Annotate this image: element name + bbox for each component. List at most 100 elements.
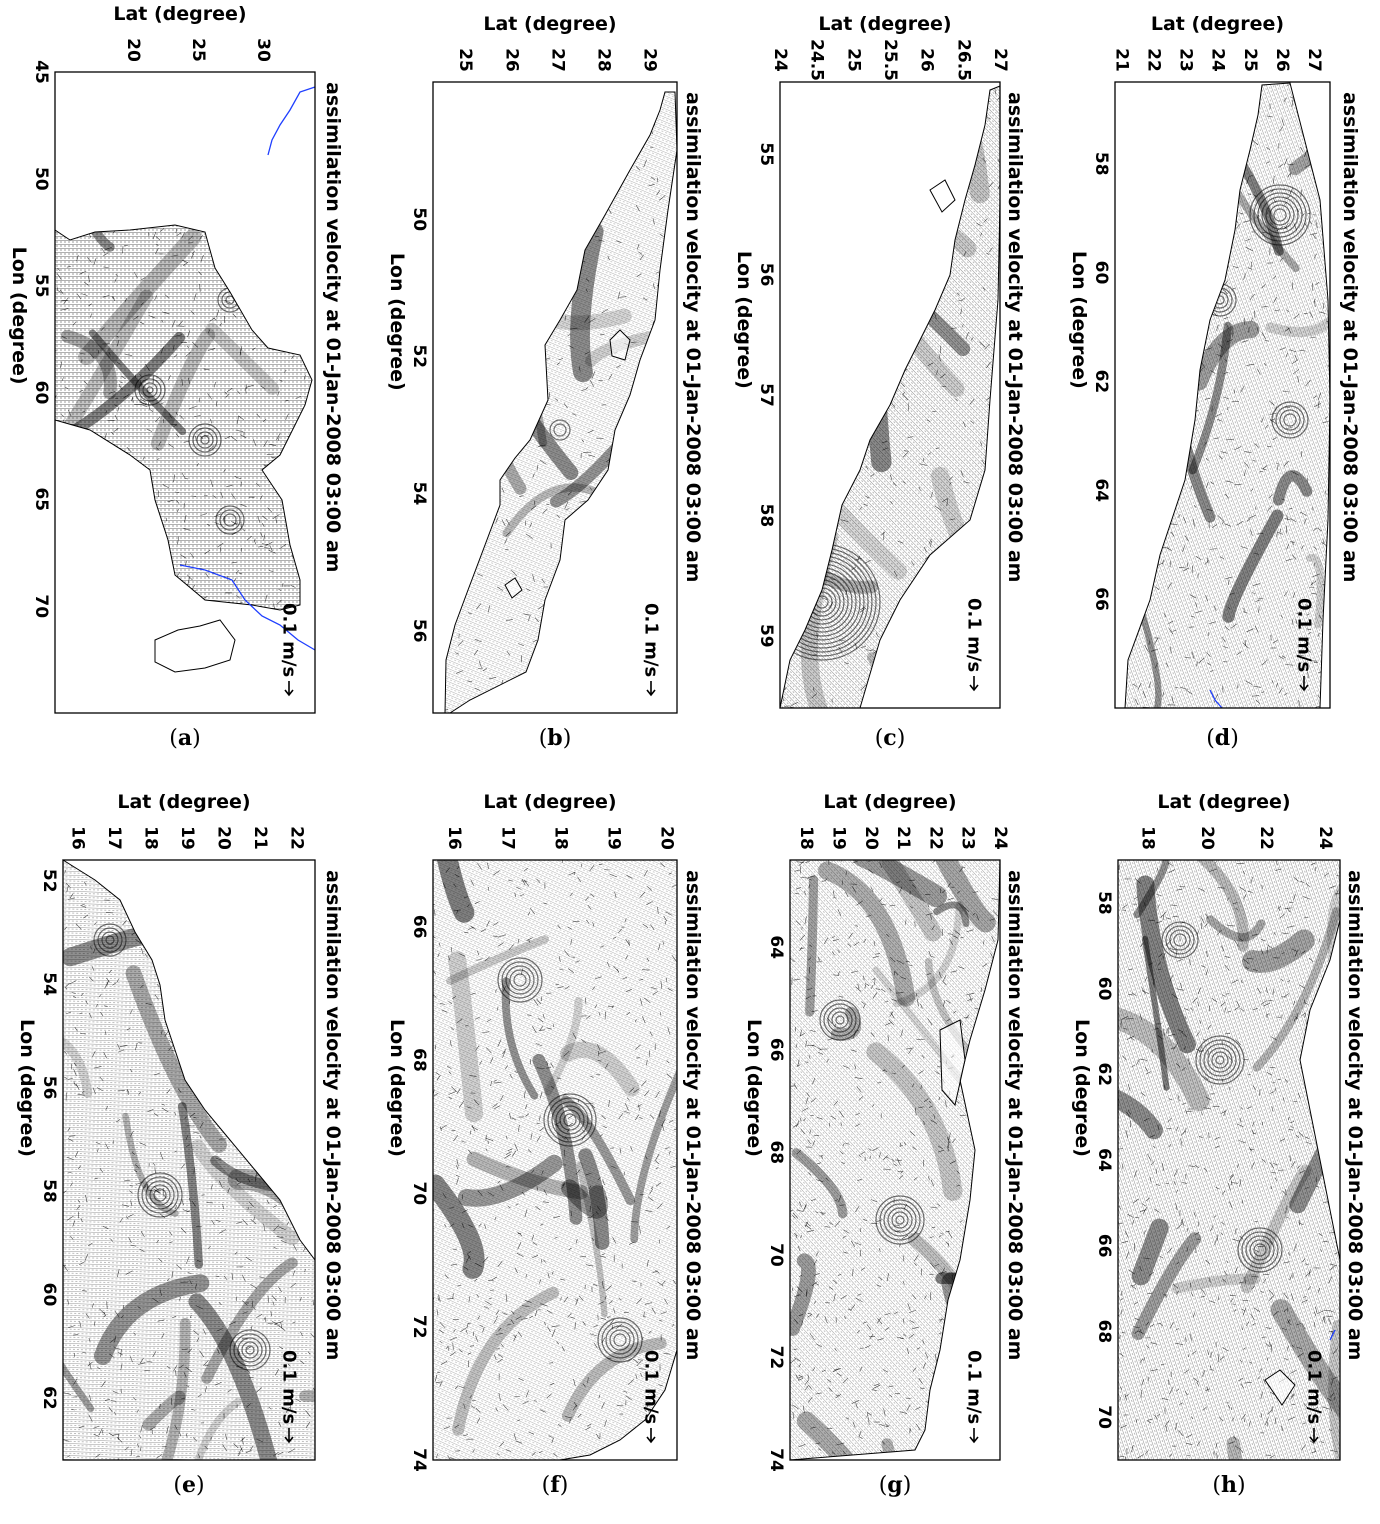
scale-arrow-icon xyxy=(1309,1428,1319,1444)
lon-tick-label: 62 xyxy=(39,1386,59,1410)
panel-f: 16 17 18 19 20 66 68 70 72 74 Lat (degree) Lon (deg… xyxy=(386,791,704,1498)
lat-tick-label: 22 xyxy=(1144,48,1164,72)
lon-axis-label: Lon (degree) xyxy=(743,1019,765,1157)
panel-caption: (b) xyxy=(539,725,572,751)
scale-label: 0.1 m/s xyxy=(1304,1350,1325,1424)
panel-title: assimilation velocity at 01-Jan-2008 03:… xyxy=(1004,870,1026,1360)
panel-b: 25 26 27 28 29 50 52 54 56 Lat (degree) Lon (degre… xyxy=(386,13,704,751)
lon-tick-label: 58 xyxy=(756,504,776,528)
lon-tick-label: 58 xyxy=(39,1179,59,1203)
lat-tick-label: 20 xyxy=(861,826,881,850)
lat-tick-label: 21 xyxy=(893,826,913,850)
panel-caption: (d) xyxy=(1206,725,1239,751)
lat-tick-label: 26 xyxy=(1272,48,1292,72)
lon-tick-label: 54 xyxy=(39,972,59,996)
lon-tick-label: 57 xyxy=(756,383,776,407)
lat-tick-label: 18 xyxy=(550,826,570,850)
lon-axis-label: Lon (degree) xyxy=(1068,251,1090,389)
border-line xyxy=(1329,1329,1336,1341)
lon-tick-label: 54 xyxy=(409,482,429,506)
scale-arrow-icon xyxy=(284,681,294,697)
scale-label: 0.1 m/s xyxy=(641,603,662,677)
lon-tick-label: 64 xyxy=(766,935,786,959)
lon-tick-label: 64 xyxy=(1094,1148,1114,1172)
coast-detail xyxy=(939,1019,966,1107)
lon-tick-label: 70 xyxy=(1094,1405,1114,1429)
lat-tick-label: 29 xyxy=(639,48,659,72)
lat-tick-label: 26.5 xyxy=(953,39,973,81)
lat-tick-label: 25 xyxy=(455,48,475,72)
lon-tick-label: 66 xyxy=(409,915,429,939)
lat-axis-label: Lat (degree) xyxy=(818,13,951,35)
lat-tick-label: 20 xyxy=(214,826,234,850)
lon-tick-label: 66 xyxy=(766,1038,786,1062)
lat-tick-label: 24.5 xyxy=(807,39,827,81)
lat-tick-label: 18 xyxy=(796,826,816,850)
lat-tick-label: 22 xyxy=(1256,826,1276,850)
lon-tick-label: 58 xyxy=(1091,152,1111,176)
coast-detail xyxy=(609,329,631,361)
lon-tick-label: 62 xyxy=(1094,1062,1114,1086)
lon-tick-label: 64 xyxy=(1091,478,1111,502)
panel-caption: (h) xyxy=(1212,1472,1245,1498)
lon-tick-label: 74 xyxy=(409,1448,429,1472)
lat-tick-label: 17 xyxy=(497,826,517,850)
vector-field-region xyxy=(789,859,1001,1461)
lat-tick-label: 22 xyxy=(925,826,945,850)
lat-tick-label: 27 xyxy=(1304,48,1324,72)
panel-title: assimilation velocity at 01-Jan-2008 03:… xyxy=(322,870,344,1360)
lat-axis-label: Lat (degree) xyxy=(1151,13,1284,35)
lat-tick-label: 16 xyxy=(68,826,88,850)
lon-tick-label: 66 xyxy=(1094,1234,1114,1258)
scale-arrow-icon xyxy=(969,676,979,692)
lon-tick-label: 68 xyxy=(1094,1320,1114,1344)
coast-detail xyxy=(504,577,523,599)
panel-caption: (f) xyxy=(542,1472,569,1498)
scale-arrow-icon xyxy=(646,1428,656,1444)
plot-frame xyxy=(1117,859,1341,1461)
lat-tick-label: 18 xyxy=(141,826,161,850)
lat-tick-label: 21 xyxy=(250,826,270,850)
vector-field-region xyxy=(54,224,313,611)
panel-title: assimilation velocity at 01-Jan-2008 03:… xyxy=(1339,92,1361,582)
plot-frame xyxy=(54,71,316,714)
lat-tick-label: 24 xyxy=(1315,826,1335,850)
plot-frame xyxy=(62,859,316,1461)
panel-title: assimilation velocity at 01-Jan-2008 03:… xyxy=(1004,92,1026,582)
panel-caption: (g) xyxy=(879,1472,912,1498)
lat-tick-label: 22 xyxy=(287,826,307,850)
scale-label: 0.1 m/s xyxy=(641,1350,662,1424)
lat-tick-label: 25 xyxy=(1240,48,1260,72)
scale-label: 0.1 m/s xyxy=(964,598,985,672)
panel-a: 20 25 30 45 50 55 60 65 70 Lat (degree) Lon (degre… xyxy=(8,3,344,751)
scale-arrow-icon xyxy=(1299,676,1309,692)
lon-tick-label: 70 xyxy=(31,594,51,618)
lat-axis-label: Lat (degree) xyxy=(823,791,956,813)
lon-tick-label: 59 xyxy=(756,624,776,648)
lat-axis-label: Lat (degree) xyxy=(113,3,246,25)
lon-tick-label: 60 xyxy=(1094,977,1114,1001)
panel-caption: (a) xyxy=(169,725,200,751)
lon-tick-label: 50 xyxy=(31,167,51,191)
vector-field-region xyxy=(779,85,1001,709)
lon-tick-label: 70 xyxy=(766,1243,786,1267)
lon-tick-label: 60 xyxy=(1091,261,1111,285)
lon-tick-label: 72 xyxy=(409,1315,429,1339)
lon-tick-label: 55 xyxy=(756,142,776,166)
lat-tick-label: 30 xyxy=(253,38,273,62)
lat-tick-label: 27 xyxy=(547,48,567,72)
lon-tick-label: 56 xyxy=(39,1076,59,1100)
lon-tick-label: 74 xyxy=(766,1448,786,1472)
lat-tick-label: 24 xyxy=(990,826,1010,850)
lon-tick-label: 56 xyxy=(409,619,429,643)
lat-tick-label: 20 xyxy=(656,826,676,850)
border-line xyxy=(1209,689,1223,709)
lon-tick-label: 60 xyxy=(39,1283,59,1307)
lat-tick-label: 27 xyxy=(990,48,1010,72)
lat-tick-label: 20 xyxy=(1197,826,1217,850)
vector-arrows xyxy=(1118,860,1340,1460)
lat-tick-label: 25.5 xyxy=(880,39,900,81)
border-line xyxy=(267,86,316,156)
